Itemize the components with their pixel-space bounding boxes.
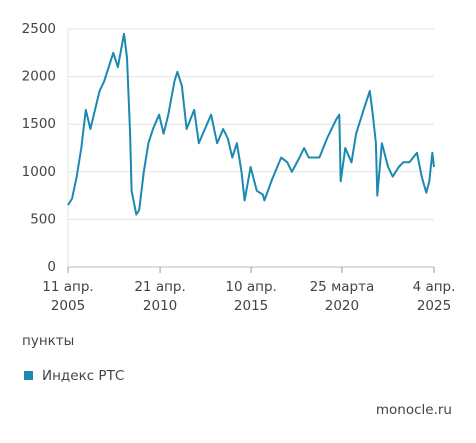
x-tick-label: 25 марта 2020: [310, 279, 375, 314]
series-line: [67, 32, 435, 216]
source: monocle.ru: [376, 402, 452, 418]
y-tick-label: 0: [47, 259, 56, 275]
x-tick-label: 10 апр. 2015: [225, 279, 276, 314]
x-tick-label: 11 апр. 2005: [42, 279, 93, 314]
legend-swatch: [24, 371, 33, 380]
y-tick-label: 500: [30, 211, 56, 227]
y-tick-label: 2000: [22, 69, 56, 85]
legend-label: Индекс РТС: [42, 368, 124, 384]
y-tick-label: 1000: [22, 164, 56, 180]
x-tick-label: 21 апр. 2010: [134, 279, 185, 314]
x-tick-label: 4 апр. 2025: [413, 279, 456, 314]
y-axis-label: пункты: [22, 333, 74, 349]
y-tick-label: 1500: [22, 116, 56, 132]
y-tick-label: 2500: [22, 21, 56, 37]
